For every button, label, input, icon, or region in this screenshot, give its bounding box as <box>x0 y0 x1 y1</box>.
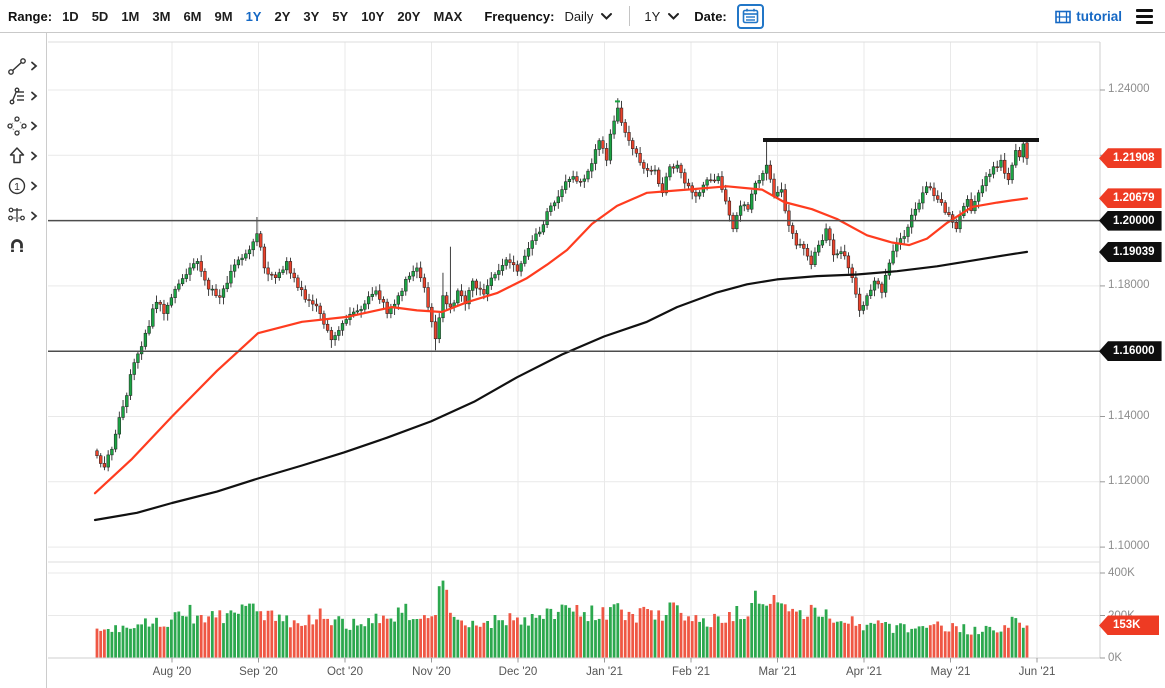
price-chart-canvas[interactable] <box>47 33 1165 688</box>
sidebar-tool-fibonacci-tool[interactable] <box>0 81 46 111</box>
date-axis-label: Oct '20 <box>326 666 364 678</box>
date-axis-label: Feb '21 <box>672 666 710 678</box>
price-axis-label: 1.18000 <box>1108 278 1150 291</box>
price-axis-label: 1.10000 <box>1108 540 1150 553</box>
range-option-5y[interactable]: 5Y <box>332 8 349 24</box>
submenu-chevron-icon[interactable] <box>30 120 39 132</box>
volume-layer <box>95 580 1029 658</box>
range-option-10y[interactable]: 10Y <box>361 8 385 24</box>
submenu-chevron-icon[interactable] <box>30 150 39 162</box>
level-1-16-badge: 1.16000 <box>1099 341 1162 362</box>
frequency-value: Daily <box>564 8 594 24</box>
range-option-1y[interactable]: 1Y <box>245 8 262 24</box>
tutorial-label: tutorial <box>1076 9 1122 24</box>
top-toolbar: Range: 1D 5D 1M 3M 6M 9M 1Y 2Y 3Y 5Y 10Y 20Y MAX Fre… <box>0 0 1165 33</box>
sidebar-tool-arrow-annotation-tool[interactable] <box>0 141 46 171</box>
range-option-max[interactable]: MAX <box>433 8 463 24</box>
sidebar-tool-shapes-tool[interactable] <box>0 111 46 141</box>
price-axis-label: 1.14000 <box>1108 409 1150 422</box>
drawing-tools-sidebar: 1 <box>0 33 47 688</box>
sidebar-tool-magnet-snap-tool[interactable] <box>0 231 46 261</box>
frequency-dropdown[interactable]: Daily <box>564 9 613 24</box>
date-axis-label: Jan '21 <box>586 666 623 678</box>
date-axis-label: Nov '20 <box>412 666 451 678</box>
price-axis-label: 1.24000 <box>1108 83 1150 95</box>
date-axis-label: Jun '21 <box>1018 666 1056 678</box>
range-option-5d[interactable]: 5D <box>91 8 109 24</box>
last-price-badge: 1.21908 <box>1099 148 1162 169</box>
date-axis-label: Aug '20 <box>152 666 192 678</box>
menu-button[interactable] <box>1134 7 1155 26</box>
chart-region: 1.240001.180001.140001.120001.10000400K2… <box>47 33 1165 688</box>
level-1-20-badge: 1.20000 <box>1099 210 1162 231</box>
calendar-icon <box>742 8 759 24</box>
date-axis-label: May '21 <box>930 666 971 678</box>
date-label: Date: <box>694 8 727 24</box>
svg-text:1: 1 <box>14 181 20 193</box>
range-option-1d[interactable]: 1D <box>62 8 79 24</box>
range-option-20y[interactable]: 20Y <box>397 8 421 24</box>
submenu-chevron-icon[interactable] <box>30 60 39 72</box>
date-axis-label: Sep '20 <box>239 666 278 678</box>
tutorial-link[interactable]: tutorial <box>1055 9 1122 24</box>
sidebar-tool-measure-axis-tool[interactable] <box>0 201 46 231</box>
volume-value-badge: 153K <box>1099 615 1159 636</box>
submenu-chevron-icon[interactable] <box>30 90 39 102</box>
ma-slow-black-line <box>93 250 1029 522</box>
range-label: Range: <box>8 8 53 24</box>
volume-axis-label: 400K <box>1108 567 1135 579</box>
range-option-9m[interactable]: 9M <box>214 8 233 24</box>
magnet-icon <box>10 239 24 252</box>
range-selector: 1D 5D 1M 3M 6M 9M 1Y 2Y 3Y 5Y 10Y 20Y MAX <box>62 9 462 24</box>
sidebar-tool-number-annotation-tool[interactable]: 1 <box>0 171 46 201</box>
trend-line-icon <box>8 58 26 75</box>
ma-slow-value-badge: 1.19039 <box>1099 241 1162 262</box>
range-option-1m[interactable]: 1M <box>121 8 140 24</box>
ma-fast-value-badge: 1.20679 <box>1099 188 1162 209</box>
plot-borders <box>48 41 1105 663</box>
date-picker-button[interactable] <box>736 3 764 29</box>
range-option-6m[interactable]: 6M <box>183 8 202 24</box>
range-option-2y[interactable]: 2Y <box>274 8 291 24</box>
date-axis-label: Apr '21 <box>845 666 883 678</box>
frequency-label: Frequency: <box>484 8 555 24</box>
chevron-down-icon <box>668 12 680 20</box>
volume-axis-label: 0K <box>1108 652 1123 664</box>
submenu-chevron-icon[interactable] <box>30 180 39 192</box>
film-grid-icon <box>1055 10 1072 23</box>
price-axis-label: 1.12000 <box>1108 474 1150 487</box>
peak-marker <box>615 100 620 103</box>
submenu-chevron-icon[interactable] <box>30 210 39 222</box>
date-axis-label: Mar '21 <box>758 666 797 678</box>
period-dropdown[interactable]: 1Y <box>644 9 680 24</box>
toolbar-divider <box>629 6 631 26</box>
candlestick-layer <box>95 98 1029 472</box>
period-value: 1Y <box>644 8 661 24</box>
measure-axis-icon <box>8 207 25 222</box>
date-axis-label: Dec '20 <box>498 666 538 678</box>
circled-one-icon: 1 <box>8 177 26 195</box>
arrow-up-icon <box>9 147 25 164</box>
sidebar-tool-trend-line-tool[interactable] <box>0 51 46 81</box>
shape-nodes-icon <box>7 116 27 136</box>
fibonacci-levels-icon <box>9 87 24 105</box>
range-option-3y[interactable]: 3Y <box>303 8 320 24</box>
chevron-down-icon <box>601 12 613 20</box>
ma-fast-red-line <box>93 185 1029 495</box>
range-option-3m[interactable]: 3M <box>152 8 171 24</box>
